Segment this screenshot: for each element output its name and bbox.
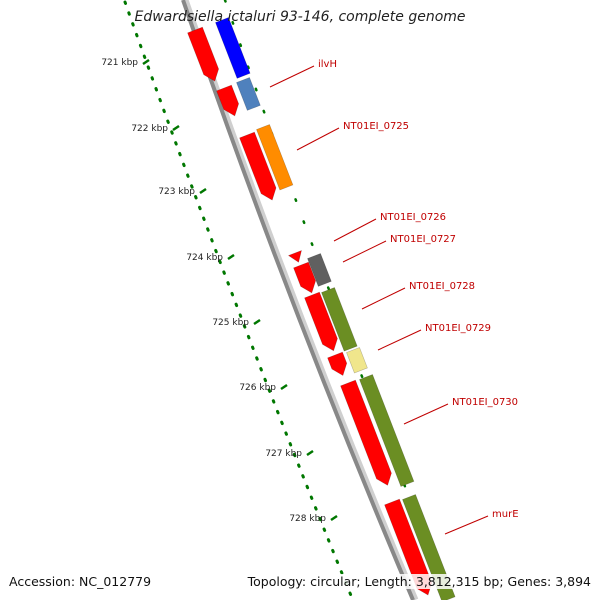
scale-tick-mark — [253, 318, 261, 326]
scale-tick-label: 723 kbp — [158, 187, 195, 197]
gene-label-connector — [269, 65, 315, 88]
accession-text: Accession: NC_012779 — [9, 574, 152, 589]
gene-label-connector — [403, 403, 449, 425]
gene-label-connector — [296, 127, 340, 151]
backbone-line — [181, 0, 415, 600]
gene-band-murE — [402, 494, 456, 600]
gene-label-NT01EI_0729[interactable]: NT01EI_0729 — [425, 323, 491, 334]
gene-band-NT01EI_0727 — [307, 253, 332, 287]
gene-band-ilvH — [236, 77, 261, 111]
feature-tracks — [187, 17, 456, 600]
scale-track: 721 kbp 722 kbp 723 kbp 724 kbp 725 kbp 726 k… — [101, 0, 452, 600]
cds-arrow-5 — [293, 261, 316, 294]
cds-arrow-1 — [187, 26, 219, 82]
gene-label-NT01EI_0725[interactable]: NT01EI_0725 — [343, 121, 409, 132]
scale-tick-label: 725 kbp — [212, 318, 249, 328]
gene-labels: ilvH NT01EI_0725 NT01EI_0726 NT01EI_0727 NT0… — [269, 59, 519, 535]
gene-label-NT01EI_0726[interactable]: NT01EI_0726 — [380, 212, 446, 223]
scale-tick-label: 726 kbp — [239, 383, 276, 393]
genome-stats-text: Topology: circular; Length: 3,812,315 bp… — [247, 574, 591, 589]
gene-band-NT01EI_0729 — [346, 347, 368, 374]
gene-label-connector — [333, 218, 377, 242]
scale-tick-label: 721 kbp — [101, 58, 138, 68]
cds-arrow-4 — [287, 249, 302, 263]
scale-tick-mark — [199, 187, 207, 195]
gene-label-ilvH[interactable]: ilvH — [318, 59, 337, 70]
gene-label-murE[interactable]: murE — [492, 509, 519, 520]
gene-label-connector — [444, 515, 489, 535]
gene-label-connector — [342, 240, 387, 263]
backbone-track — [181, 0, 419, 600]
scale-tick-mark — [280, 383, 288, 391]
scale-tick-mark — [306, 449, 314, 457]
scale-tick-mark — [172, 124, 180, 132]
gene-band-NT01EI_0728 — [321, 287, 358, 352]
scale-tick-label: 722 kbp — [131, 124, 168, 134]
gene-label-NT01EI_0728[interactable]: NT01EI_0728 — [409, 281, 475, 292]
cds-arrow-3 — [239, 131, 277, 201]
gene-band-NT01EI_0725 — [256, 124, 294, 191]
scale-tick-mark — [227, 253, 235, 261]
scale-tick-label: 724 kbp — [186, 253, 223, 263]
cds-arrow-9 — [384, 498, 433, 596]
gene-label-connector — [377, 329, 422, 351]
scale-tick-label: 728 kbp — [289, 514, 326, 524]
scale-tick-mark — [142, 58, 150, 66]
cds-arrow-2 — [216, 84, 239, 117]
genome-title: Edwardsiella ictaluri 93-146, complete g… — [134, 9, 466, 25]
blue-feature-band — [215, 17, 251, 79]
gene-label-connector — [361, 287, 406, 310]
cds-arrow-6 — [304, 291, 338, 352]
scale-tick-mark — [330, 514, 338, 522]
gene-band-NT01EI_0730 — [359, 374, 415, 487]
gene-label-NT01EI_0727[interactable]: NT01EI_0727 — [390, 234, 456, 245]
scale-tick-label: 727 kbp — [265, 449, 302, 459]
cds-arrow-7 — [327, 351, 348, 376]
gene-label-NT01EI_0730[interactable]: NT01EI_0730 — [452, 397, 518, 408]
cds-arrow-8 — [340, 379, 392, 486]
